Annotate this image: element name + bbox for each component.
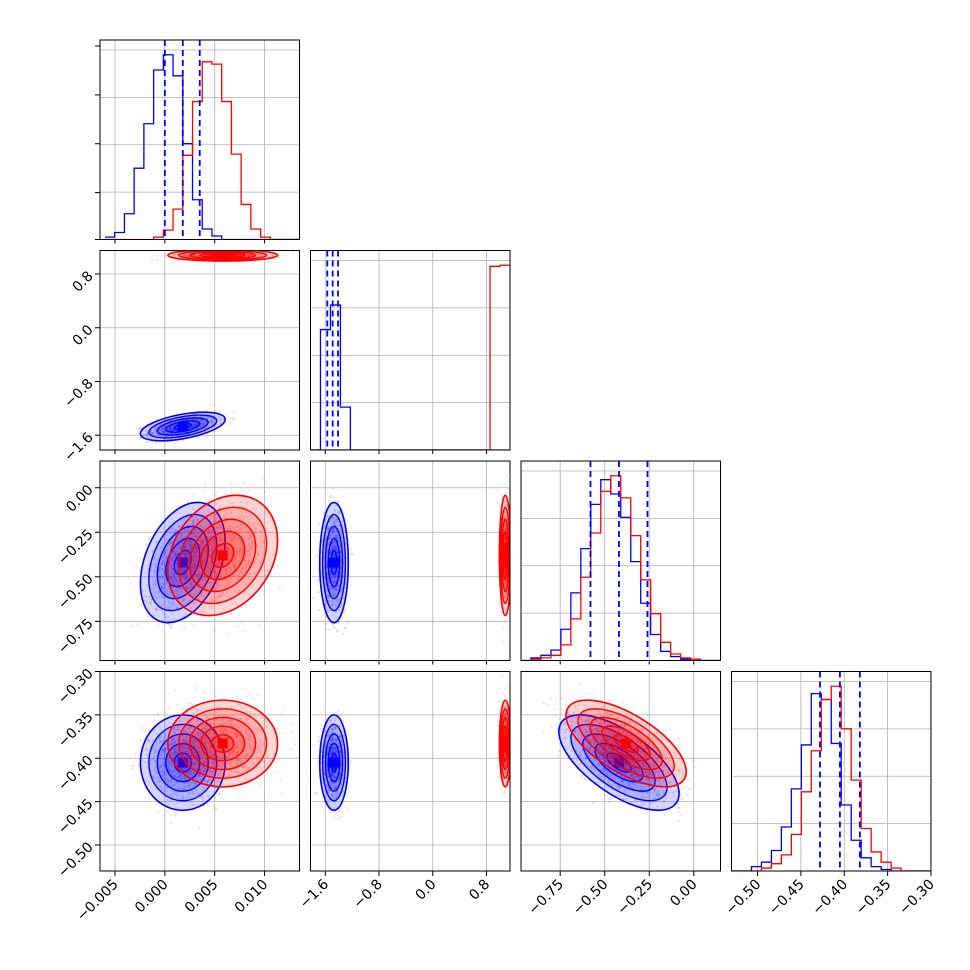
y-tick-label: −0.25 <box>55 527 97 569</box>
x-tick-label: −0.35 <box>853 877 895 919</box>
x-tick-label: −0.45 <box>766 877 808 919</box>
density-peak-red <box>217 550 228 561</box>
y-tick-label: −0.30 <box>55 666 97 708</box>
y-tick-label: 0.8 <box>70 268 97 295</box>
density-peak-blue <box>329 557 340 568</box>
density-peak-blue <box>329 757 340 768</box>
histogram-red-1 <box>310 264 510 450</box>
x-tick-label: 0.8 <box>466 877 493 904</box>
y-tick-label: −0.35 <box>55 709 97 751</box>
panel-frame <box>99 671 300 872</box>
histogram-blue-3 <box>731 692 931 871</box>
density-peak-blue <box>177 757 188 768</box>
density-peak-red <box>217 738 228 749</box>
panel-3-2: −0.75 −0.50 −0.25 0.00 <box>520 671 721 919</box>
density-peak-blue <box>177 421 188 432</box>
x-tick-label: 0.00 <box>667 877 700 910</box>
panel-3-3: −0.50 −0.45 −0.40 −0.35 −0.30 <box>723 671 938 919</box>
panel-3-0: −0.50−0.45−0.40−0.35−0.30 −0.005 0.000 0.00… <box>55 666 300 925</box>
x-tick-label: −0.8 <box>350 877 385 912</box>
density-peak-red <box>500 738 510 749</box>
y-tick-label: 0.00 <box>63 482 96 515</box>
y-tick-label: −0.50 <box>55 571 97 613</box>
y-tick-label: −1.6 <box>61 430 96 465</box>
y-tick-label: −0.40 <box>55 753 97 795</box>
panel-2-2 <box>520 460 721 665</box>
panel-0-0 <box>95 39 300 244</box>
panel-frame <box>520 460 721 661</box>
x-tick-label: −0.005 <box>74 877 122 925</box>
histogram-blue-2 <box>521 479 721 661</box>
histogram-red-2 <box>521 475 721 661</box>
y-tick-label: 0.0 <box>70 322 97 349</box>
panel-frame <box>310 250 511 451</box>
panel-1-0: −1.6 −0.8 0.0 0.8 <box>61 250 300 465</box>
histogram-blue-1 <box>310 304 510 450</box>
panel-3-1: −1.6 −0.8 0.0 0.8 <box>297 671 511 912</box>
panel-frame <box>99 460 300 661</box>
x-tick-label: 0.010 <box>232 877 272 917</box>
x-tick-label: −0.50 <box>570 877 612 919</box>
density-peak-red <box>500 550 510 561</box>
x-tick-label: −0.50 <box>723 877 765 919</box>
panel-2-0: −0.75−0.50−0.25 0.00 <box>55 460 300 665</box>
panel-2-1 <box>310 460 511 665</box>
x-tick-label: −0.25 <box>614 877 656 919</box>
panel-frame <box>99 250 300 451</box>
panel-frame <box>310 671 511 872</box>
panel-frame <box>520 671 721 872</box>
x-tick-label: 0.0 <box>413 877 440 904</box>
x-tick-label: −0.40 <box>809 877 851 919</box>
density-peak-blue <box>177 557 188 568</box>
y-tick-label: −0.8 <box>61 376 96 411</box>
density-peak-blue <box>613 757 624 768</box>
panel-frame <box>731 671 932 872</box>
x-tick-label: −0.30 <box>896 877 938 919</box>
x-tick-label: −1.6 <box>297 876 332 911</box>
panel-1-1 <box>310 250 511 454</box>
y-tick-label: −0.50 <box>55 839 97 881</box>
x-tick-label: −0.75 <box>525 877 567 919</box>
histogram-red-3 <box>731 685 931 871</box>
y-tick-label: −0.75 <box>55 616 97 658</box>
y-tick-label: −0.45 <box>55 796 97 838</box>
x-tick-label: 0.005 <box>182 877 222 917</box>
histogram-red-0 <box>104 61 300 240</box>
density-peak-red <box>217 250 228 261</box>
x-tick-label: 0.000 <box>132 877 172 917</box>
panel-frame <box>99 39 300 240</box>
density-peak-red <box>621 738 632 749</box>
panel-frame <box>310 460 511 661</box>
